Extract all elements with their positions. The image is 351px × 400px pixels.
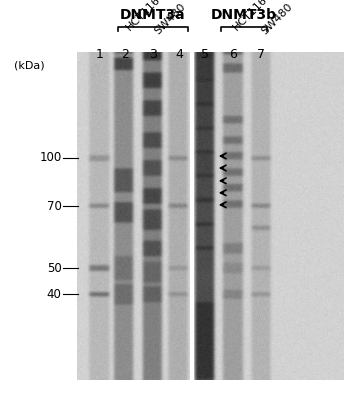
Text: 3: 3 — [149, 48, 157, 60]
Text: HCT116: HCT116 — [125, 0, 163, 32]
Text: 40: 40 — [47, 288, 61, 300]
Text: SW480: SW480 — [260, 1, 294, 36]
Text: 4: 4 — [175, 48, 183, 60]
Text: 1: 1 — [96, 48, 104, 60]
Text: DNMT3a: DNMT3a — [120, 8, 185, 22]
Text: 70: 70 — [47, 200, 61, 212]
Text: 2: 2 — [121, 48, 128, 60]
Text: DNMT3b: DNMT3b — [211, 8, 277, 22]
Text: SW480: SW480 — [153, 1, 187, 36]
Text: 50: 50 — [47, 262, 61, 274]
Text: 5: 5 — [201, 48, 209, 60]
Text: HCT116: HCT116 — [232, 0, 270, 32]
Text: 100: 100 — [39, 152, 61, 164]
Text: 6: 6 — [230, 48, 237, 60]
Text: 7: 7 — [258, 48, 265, 60]
Text: (kDa): (kDa) — [14, 61, 45, 71]
